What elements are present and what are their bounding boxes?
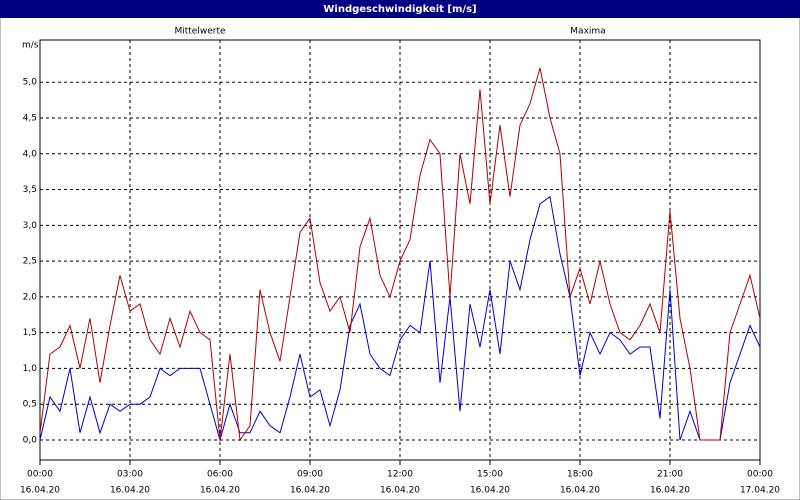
legend-entry: Mittelwerte bbox=[174, 27, 225, 37]
x-tick-label: 12:00 bbox=[387, 470, 413, 480]
y-tick-label: 4,5 bbox=[23, 113, 37, 123]
series-line bbox=[39, 67, 761, 442]
x-tick-label: 09:00 bbox=[297, 470, 323, 480]
y-tick-label: 5,0 bbox=[23, 78, 38, 88]
x-tick-date: 16.04.20 bbox=[470, 486, 510, 496]
y-tick-label: 1,0 bbox=[23, 364, 38, 374]
y-tick-label: 1,5 bbox=[23, 328, 37, 338]
x-tick-label: 21:00 bbox=[657, 470, 683, 480]
series-line bbox=[39, 195, 761, 442]
chart-title: Windgeschwindigkeit [m/s] bbox=[323, 4, 476, 15]
x-tick-date: 16.04.20 bbox=[560, 486, 600, 496]
x-tick-date: 16.04.20 bbox=[380, 486, 420, 496]
x-tick-date: 16.04.20 bbox=[650, 486, 690, 496]
y-tick-label: 0,0 bbox=[23, 435, 38, 445]
legend-entry: Maxima bbox=[570, 27, 605, 37]
y-tick-label: 3,5 bbox=[23, 185, 37, 195]
x-tick-label: 06:00 bbox=[207, 470, 233, 480]
y-tick-label: 3,0 bbox=[23, 221, 38, 231]
x-tick-date: 16.04.20 bbox=[110, 486, 150, 496]
title-bar bbox=[0, 0, 800, 18]
y-tick-label: 2,5 bbox=[23, 257, 37, 267]
x-tick-label: 18:00 bbox=[567, 470, 593, 480]
y-axis-label: m/s bbox=[22, 41, 39, 51]
x-tick-date: 16.04.20 bbox=[20, 486, 60, 496]
y-tick-label: 4,0 bbox=[23, 149, 38, 159]
y-tick-label: 0,5 bbox=[23, 400, 37, 410]
y-tick-label: 2,0 bbox=[23, 292, 38, 302]
x-tick-label: 00:00 bbox=[747, 470, 773, 480]
x-tick-label: 00:00 bbox=[27, 470, 53, 480]
x-tick-date: 16.04.20 bbox=[200, 486, 240, 496]
x-tick-date: 16.04.20 bbox=[290, 486, 330, 496]
x-tick-label: 15:00 bbox=[477, 470, 503, 480]
x-tick-date: 17.04.20 bbox=[740, 486, 780, 496]
x-tick-label: 03:00 bbox=[117, 470, 143, 480]
